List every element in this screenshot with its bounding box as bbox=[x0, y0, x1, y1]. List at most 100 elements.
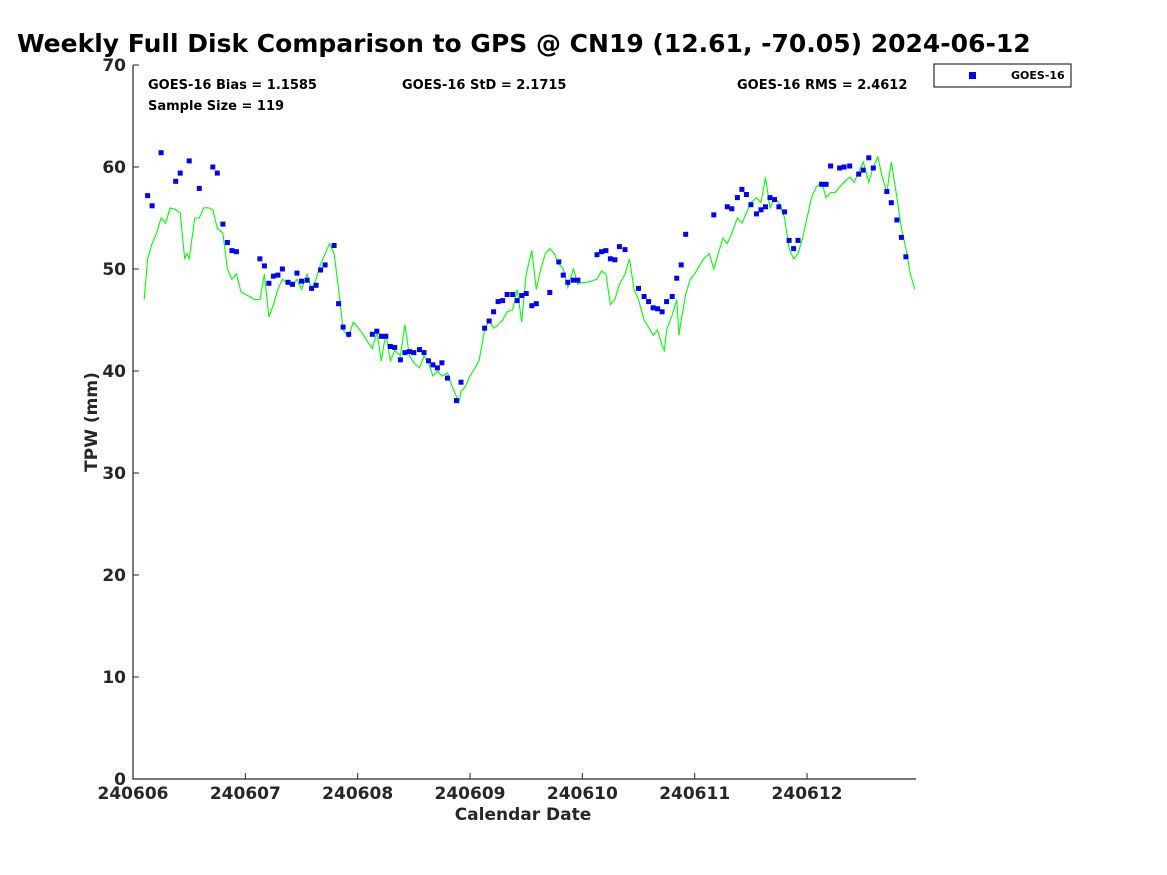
goes16-point bbox=[847, 163, 853, 169]
goes16-point bbox=[556, 259, 562, 265]
x-axis: 240606 240607 240608 240609 240610 240611 2406… bbox=[98, 773, 843, 804]
goes16-point bbox=[229, 248, 235, 254]
goes16-point bbox=[318, 267, 324, 273]
goes16-point bbox=[233, 249, 239, 255]
rms-stat: GOES-16 RMS = 2.4612 bbox=[737, 78, 907, 93]
goes16-point bbox=[866, 155, 872, 161]
goes16-point bbox=[856, 171, 862, 177]
goes16-point bbox=[758, 207, 764, 213]
x-axis-label: Calendar Date bbox=[455, 805, 592, 825]
goes16-point bbox=[504, 292, 510, 297]
goes16-point bbox=[819, 181, 825, 187]
goes16-point bbox=[158, 150, 164, 156]
goes16-point bbox=[514, 298, 520, 304]
goes16-series bbox=[145, 150, 909, 404]
goes16-point bbox=[500, 298, 506, 304]
goes16-point bbox=[837, 165, 843, 171]
goes16-point bbox=[711, 212, 717, 218]
goes16-point bbox=[743, 192, 749, 197]
goes16-point bbox=[417, 347, 422, 353]
goes16-point bbox=[439, 360, 445, 366]
goes16-point bbox=[173, 178, 179, 184]
goes16-point bbox=[340, 324, 346, 330]
goes16-point bbox=[421, 350, 427, 356]
axis-lines bbox=[132, 65, 916, 780]
goes16-point bbox=[894, 217, 900, 223]
goes16-point bbox=[659, 309, 665, 315]
goes16-point bbox=[565, 279, 571, 285]
goes16-point bbox=[767, 195, 773, 201]
goes16-point bbox=[898, 234, 904, 240]
y-axis-label: TPW (mm) bbox=[82, 372, 102, 472]
goes16-point bbox=[434, 365, 440, 371]
goes16-point bbox=[560, 272, 566, 278]
goes16-point bbox=[426, 358, 431, 364]
plot-area bbox=[133, 65, 916, 779]
x-tick-label: 240608 bbox=[322, 784, 393, 804]
goes16-point bbox=[458, 379, 464, 385]
goes16-point bbox=[782, 209, 788, 215]
goes16-point bbox=[402, 350, 408, 356]
goes16-point bbox=[210, 164, 216, 170]
goes16-point bbox=[547, 290, 553, 295]
goes16-point bbox=[570, 277, 576, 283]
goes16-point bbox=[322, 262, 328, 268]
goes16-point bbox=[196, 185, 202, 191]
goes16-point bbox=[304, 277, 310, 283]
goes16-point bbox=[612, 257, 618, 263]
goes16-point bbox=[454, 398, 459, 404]
goes16-point bbox=[186, 158, 192, 164]
goes16-point bbox=[772, 197, 777, 203]
goes16-point bbox=[786, 237, 792, 243]
goes16-point bbox=[828, 163, 834, 169]
goes16-point bbox=[575, 277, 581, 283]
goes16-point bbox=[664, 299, 670, 305]
y-tick-label: 20 bbox=[102, 566, 126, 586]
goes16-point bbox=[641, 294, 647, 299]
goes16-point bbox=[266, 280, 272, 286]
goes16-point bbox=[754, 211, 759, 217]
goes16-point bbox=[646, 299, 652, 305]
goes16-point bbox=[491, 309, 497, 315]
goes16-point bbox=[309, 285, 315, 291]
goes16-point bbox=[884, 189, 890, 194]
goes16-point bbox=[594, 252, 600, 258]
y-tick-label: 30 bbox=[102, 464, 126, 484]
goes16-point bbox=[674, 275, 680, 281]
goes16-point bbox=[486, 318, 492, 324]
gps-series bbox=[143, 155, 916, 404]
y-axis: 0 10 20 30 40 50 60 70 bbox=[102, 56, 139, 790]
goes16-point bbox=[346, 331, 352, 337]
goes16-point bbox=[445, 375, 450, 381]
goes16-point bbox=[734, 195, 740, 201]
goes16-point bbox=[285, 279, 291, 285]
goes16-point bbox=[599, 249, 604, 255]
goes16-point bbox=[724, 204, 730, 210]
goes16-point bbox=[177, 170, 183, 176]
y-tick-label: 40 bbox=[102, 362, 126, 382]
goes16-point bbox=[888, 200, 894, 206]
gps-series-line bbox=[143, 155, 916, 404]
goes16-point bbox=[523, 291, 529, 296]
goes16-point bbox=[374, 328, 380, 334]
goes16-point bbox=[294, 270, 300, 276]
goes16-point bbox=[678, 262, 684, 268]
goes16-point bbox=[261, 263, 267, 269]
goes16-point bbox=[369, 331, 375, 337]
goes16-point bbox=[270, 273, 276, 279]
std-stat: GOES-16 StD = 2.1715 bbox=[402, 78, 566, 93]
x-tick-label: 240606 bbox=[98, 784, 169, 804]
x-tick-label: 240607 bbox=[210, 784, 281, 804]
goes16-point bbox=[823, 181, 829, 187]
goes16-point bbox=[739, 186, 745, 192]
goes16-point bbox=[392, 345, 398, 350]
goes16-point bbox=[529, 303, 535, 309]
goes16-point bbox=[519, 293, 525, 298]
goes16-point bbox=[655, 306, 661, 312]
y-tick-label: 50 bbox=[102, 260, 126, 280]
y-tick-label: 10 bbox=[102, 668, 126, 688]
goes16-point bbox=[533, 301, 539, 307]
goes16-point bbox=[603, 248, 609, 254]
goes16-point bbox=[729, 206, 735, 212]
